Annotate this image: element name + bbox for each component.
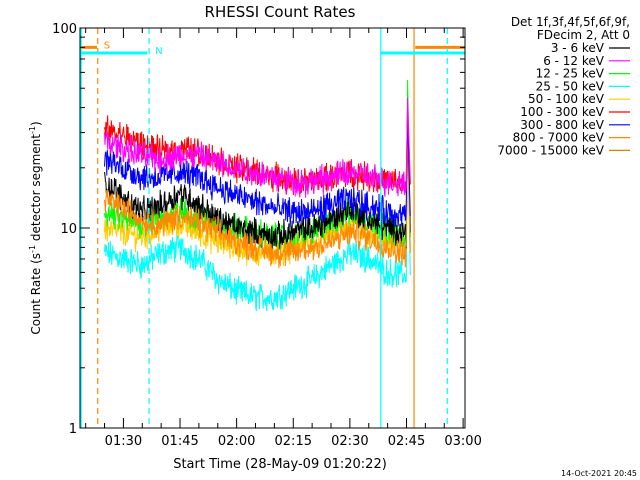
- series-layer: [104, 79, 411, 312]
- y-axis-label-end: ): [29, 121, 43, 126]
- y-axis-label: Count Rate (s-1 detector segment-1): [28, 121, 43, 334]
- legend-header-line-1: Det 1f,3f,4f,5f,6f,9f,: [511, 15, 630, 29]
- legend-label: 50 - 100 keV: [528, 92, 605, 106]
- chart-title: RHESSI Count Rates: [205, 3, 356, 21]
- y-tick-label: 1: [69, 422, 77, 437]
- y-axis-ticks: 1 10 100: [52, 22, 465, 437]
- legend-label: 6 - 12 keV: [543, 54, 605, 68]
- marker-label: N: [155, 46, 162, 57]
- x-axis-ticks: 01:30 01:45 02:00 02:15 02:30 02:45 03:00: [85, 28, 482, 449]
- legend-label: 100 - 300 keV: [520, 105, 604, 119]
- x-tick-label: 01:45: [161, 434, 198, 449]
- x-tick-label: 02:15: [275, 434, 312, 449]
- y-tick-label: 100: [52, 22, 77, 37]
- legend-label: 7000 - 15000 keV: [497, 143, 604, 157]
- annotation-layer: SN: [80, 28, 465, 428]
- footer-timestamp: 14-Oct-2021 20:45: [561, 469, 637, 478]
- series-line: [104, 97, 411, 198]
- y-tick-label: 10: [60, 222, 77, 237]
- legend-label: 800 - 7000 keV: [513, 131, 605, 145]
- x-tick-label: 02:45: [388, 434, 425, 449]
- y-axis-label-sup2: -1: [28, 126, 37, 134]
- x-tick-label: 03:00: [444, 434, 481, 449]
- legend-label: 12 - 25 keV: [536, 67, 605, 81]
- legend: Det 1f,3f,4f,5f,6f,9f, FDecim 2, Att 0 3…: [497, 15, 630, 157]
- x-tick-label: 02:30: [331, 434, 368, 449]
- legend-label: 300 - 800 keV: [520, 118, 604, 132]
- series-line: [104, 132, 411, 269]
- legend-label: 3 - 6 keV: [551, 41, 605, 55]
- y-axis-label-main: Count Rate (s: [29, 253, 43, 335]
- x-axis-label: Start Time (28-May-09 01:20:22): [173, 457, 387, 472]
- legend-label: 25 - 50 keV: [536, 79, 605, 93]
- series-line: [104, 132, 411, 312]
- x-tick-label: 02:00: [218, 434, 255, 449]
- x-tick-label: 01:30: [105, 434, 142, 449]
- y-axis-label-rest: detector segment: [29, 134, 43, 245]
- y-axis-label-sup: -1: [28, 245, 37, 253]
- legend-header-line-2: FDecim 2, Att 0: [537, 28, 630, 42]
- marker-label: S: [104, 40, 110, 51]
